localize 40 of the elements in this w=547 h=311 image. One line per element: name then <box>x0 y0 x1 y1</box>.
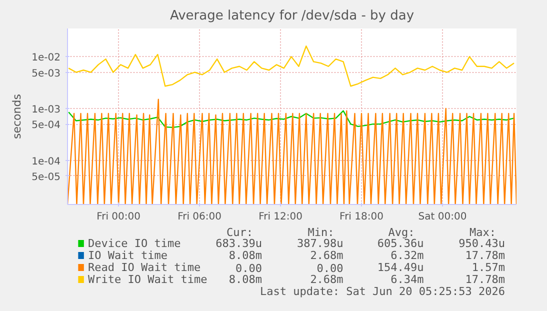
x-tick-label: Fri 18:00 <box>340 212 384 222</box>
y-tick-label: 1e-04 <box>32 156 61 168</box>
text: 605.36u <box>377 237 424 250</box>
text: 154.49u <box>377 261 424 274</box>
line-series <box>68 46 515 87</box>
text: 0.00 <box>236 262 262 275</box>
x-tick-label: Sat 00:00 <box>418 212 467 222</box>
text: 1.57m <box>472 261 506 274</box>
text: 683.39u <box>216 237 262 250</box>
y-tick-label: 1e-02 <box>32 52 61 64</box>
text: Last update: Sat Jun 20 05:25:53 2026 <box>260 285 506 298</box>
text: 6.32m <box>390 249 424 262</box>
y-tick-label: 5e-04 <box>32 120 61 132</box>
text: 17.78m <box>465 249 506 262</box>
line-series <box>68 110 515 128</box>
text: 8.08m <box>228 249 262 262</box>
y-tick-label: 5e-03 <box>32 68 61 80</box>
x-tick-label: Fri 12:00 <box>258 212 302 222</box>
text: 17.78m <box>465 273 506 286</box>
legend-label: Read IO Wait time <box>88 261 201 274</box>
text: Avg: <box>388 226 415 239</box>
text: 2.68m <box>310 249 344 262</box>
text: 387.98u <box>296 237 344 250</box>
y-tick-label: 5e-05 <box>32 172 61 183</box>
text: Min: <box>308 226 334 239</box>
legend-label: Write IO Wait time <box>88 273 208 286</box>
text: Max: <box>469 226 496 239</box>
legend-label: Device IO time <box>88 237 181 250</box>
text: 0.00 <box>316 262 344 275</box>
text: 950.43u <box>458 237 506 250</box>
y-tick-label: 1e-03 <box>32 104 61 116</box>
text: 8.08m <box>228 273 262 286</box>
x-tick-label: Fri 00:00 <box>96 212 141 222</box>
text: 6.34m <box>390 273 424 286</box>
x-tick-label: Fri 06:00 <box>178 212 222 222</box>
chart-title: Average latency for /dev/sda - by day <box>170 8 414 24</box>
legend-label: IO Wait time <box>88 249 168 262</box>
text: 2.68m <box>310 273 344 286</box>
y-axis-title: seconds <box>10 94 24 139</box>
text: Cur: <box>226 226 254 239</box>
